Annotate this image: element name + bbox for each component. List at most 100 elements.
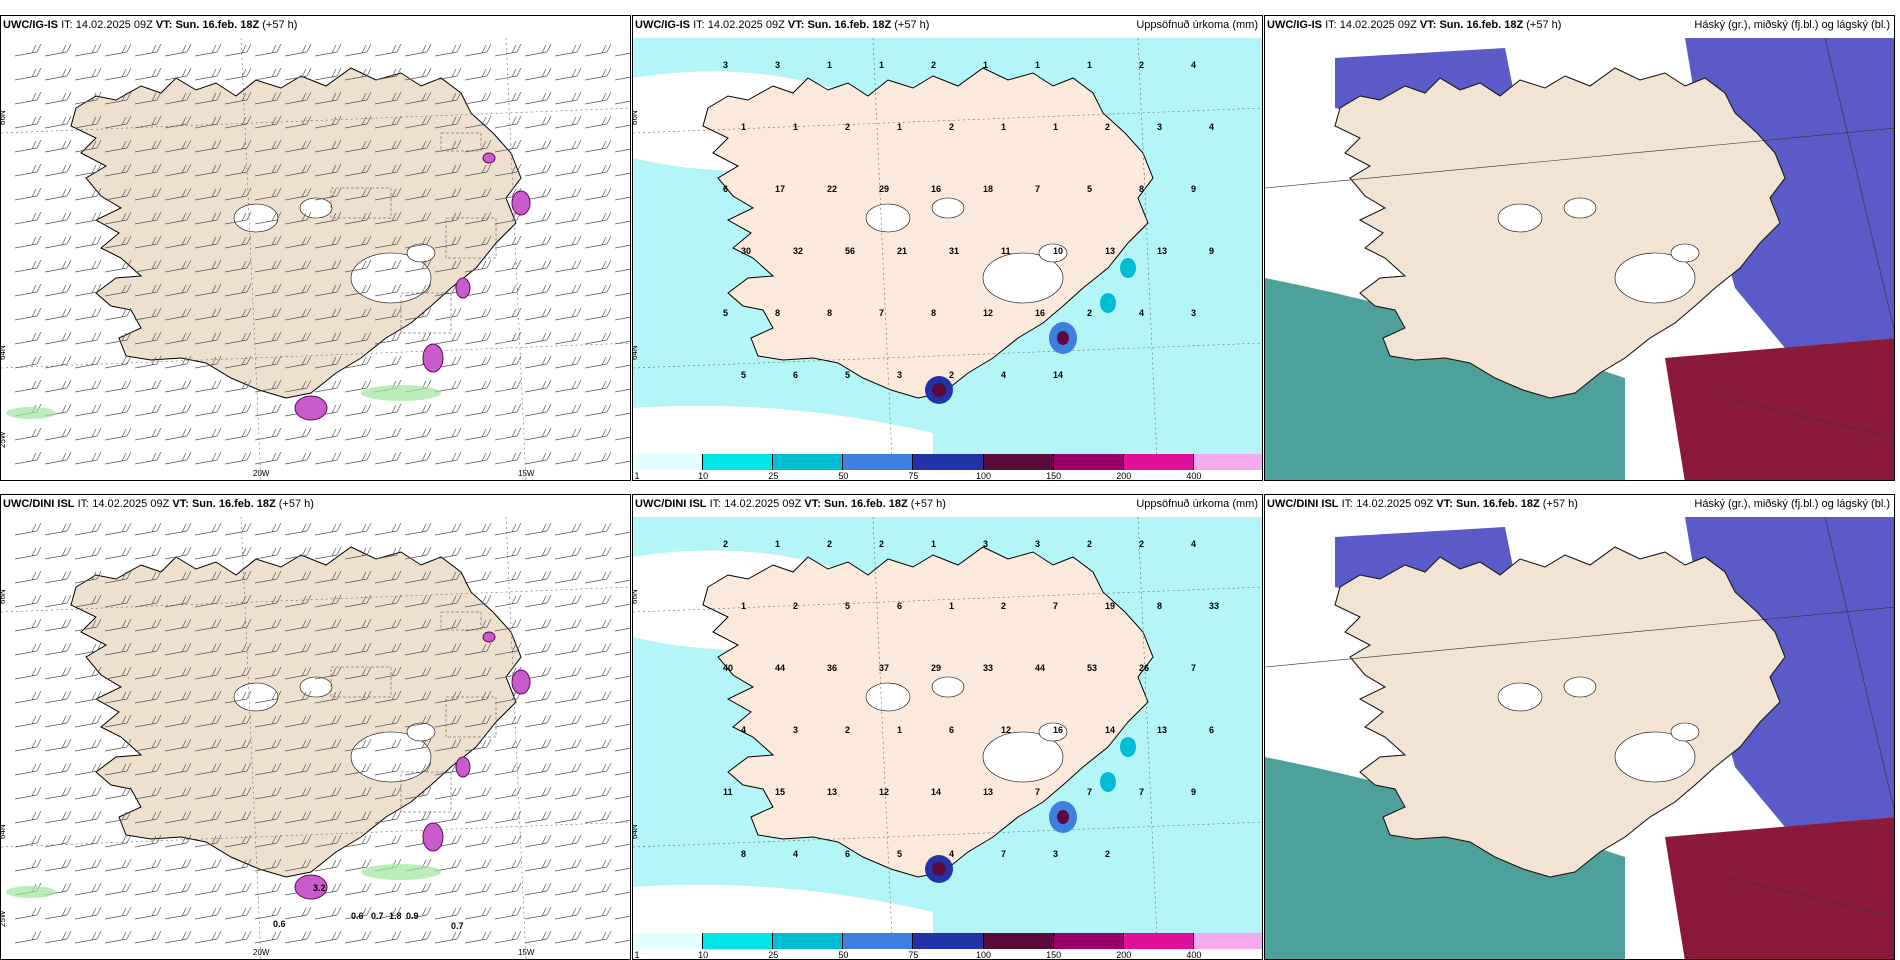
wind-barb [194,690,222,704]
wind-barb [134,546,162,560]
wind-barb [134,666,162,680]
precip-maximum [1120,258,1136,278]
latitude-gridline [1,821,630,848]
glacier-area [865,682,911,712]
glacier-area [1670,722,1700,742]
glacier-area [350,252,432,304]
wind-barb [44,738,72,752]
precip-value: 11 [723,787,733,797]
wind-barb [134,810,162,824]
precip-value: 19 [1105,601,1115,611]
wind-barb [404,115,432,129]
wind-barb [344,738,372,752]
wind-barb [284,834,312,848]
wind-barb [104,307,132,321]
wind-barb [584,642,612,656]
wind-barb [464,762,492,776]
wind-barb [254,331,282,345]
wind-barb [44,570,72,584]
convective-cell [294,874,328,900]
longitude-gridline [872,38,893,454]
precip-value: 31 [949,246,959,256]
colorbar-tick: 75 [908,471,919,481]
low-cloud-area [1265,757,1625,959]
wind-barb [134,882,162,896]
wind-barb [374,355,402,369]
glacier-area [1038,722,1068,742]
wind-barb [344,642,372,656]
wind-barb [44,930,72,944]
glacier-area [233,682,279,712]
wind-barb [404,211,432,225]
wind-barb [374,427,402,441]
wind-barb [434,67,462,81]
precip-value: 7 [1001,849,1006,859]
precip-value: 4 [793,849,798,859]
wind-barb [524,618,552,632]
precip-value: 1 [983,60,988,70]
wind-barb [14,307,42,321]
wind-barb [74,355,102,369]
wind-barb [14,427,42,441]
precip-value: 2 [1087,308,1092,318]
hatch-area [440,132,482,152]
wind-barb [494,139,522,153]
wind-barb [134,906,162,920]
high-cloud-area [1665,817,1894,959]
glacier-area [406,722,436,742]
wind-barb [314,235,342,249]
precip-value: 6 [1209,725,1214,735]
wind-barb [344,187,372,201]
wind-barb [284,139,312,153]
wind-barb [194,139,222,153]
wind-barb [614,699,630,704]
precip-value: 2 [1105,849,1110,859]
wind-barb [494,451,522,465]
wind-barb [614,579,630,584]
wind-barb [524,594,552,608]
wind-barb [284,211,312,225]
wind-barb [584,307,612,321]
latitude-gridline [633,821,1262,848]
latitude-gridline [633,586,1262,613]
wind-barb [524,451,552,465]
longitude-gridline [872,517,893,933]
colorbar-swatch [773,933,844,949]
precip-value: 8 [1139,184,1144,194]
wind-barb [104,163,132,177]
wind-barb [74,666,102,680]
wind-barb [224,786,252,800]
wind-barb [14,738,42,752]
precip-maximum [1100,772,1116,792]
wind-barb [314,762,342,776]
wind-barb [434,427,462,441]
wind-barb [344,379,372,393]
hatch-area [400,292,452,334]
wind-barb [494,618,522,632]
wind-barb [314,427,342,441]
precip-maximum [932,862,946,876]
wind-barb [14,522,42,536]
wind-barb [284,570,312,584]
wind-barb [464,91,492,105]
panel-2: UWC/IG-IS IT: 14.02.2025 09Z VT: Sun. 16… [632,15,1263,481]
wind-barb [464,355,492,369]
glacier-area [865,203,911,233]
precip-value: 1 [1087,60,1092,70]
wind-barb [104,930,132,944]
latitude-label: 66N [1,110,7,125]
wind-barb [434,163,462,177]
wind-barb [404,762,432,776]
wind-barb [554,858,582,872]
wind-barb [44,906,72,920]
wind-barb [554,91,582,105]
wind-barb [44,259,72,273]
wind-barb [494,762,522,776]
wind-barb [224,211,252,225]
wind-barb [434,91,462,105]
wind-barb [344,211,372,225]
colorbar-tick: 400 [1186,471,1202,481]
wind-barb [104,67,132,81]
wind-barb [224,714,252,728]
precip-value: 7 [1087,787,1092,797]
